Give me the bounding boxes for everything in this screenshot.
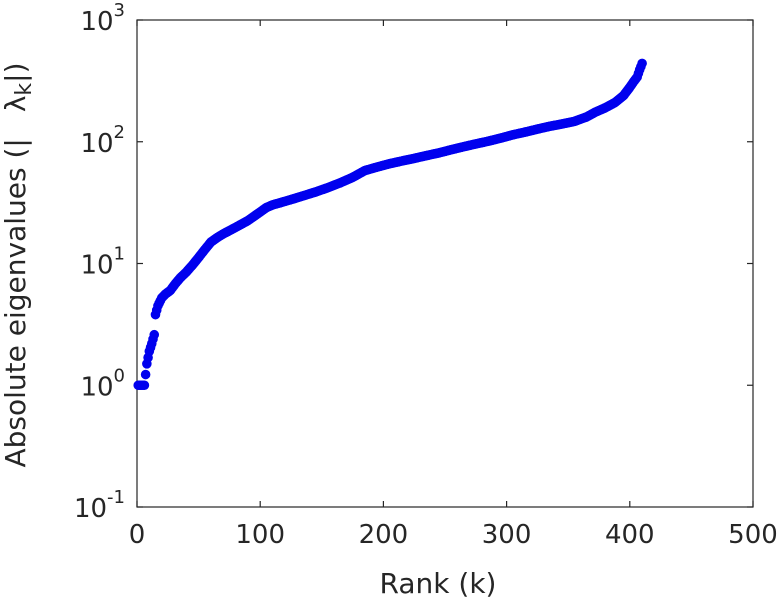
x-tick-label: 300 bbox=[482, 520, 532, 550]
x-tick-label: 100 bbox=[235, 520, 285, 550]
x-tick-label: 500 bbox=[728, 520, 778, 550]
y-tick-label: 100 bbox=[80, 365, 125, 402]
y-tick-base: 10 bbox=[80, 372, 113, 402]
y-tick-exponent: 1 bbox=[114, 244, 125, 265]
y-tick-base: 10 bbox=[80, 7, 113, 37]
y-tick-base: 10 bbox=[80, 251, 113, 281]
y-tick-exponent: 2 bbox=[114, 122, 125, 143]
x-axis-ticks: 0 100 200 300 400 500 bbox=[129, 20, 778, 550]
y-tick-exponent: -1 bbox=[107, 487, 125, 508]
y-tick-label: 103 bbox=[80, 0, 125, 37]
data-point bbox=[637, 58, 647, 69]
y-tick-base: 10 bbox=[80, 129, 113, 159]
y-tick-label: 102 bbox=[80, 122, 125, 159]
data-series bbox=[133, 58, 647, 391]
y-tick-base: 10 bbox=[74, 494, 107, 524]
data-point bbox=[139, 380, 150, 391]
x-tick-label: 0 bbox=[129, 520, 146, 550]
y-tick-exponent: 3 bbox=[114, 0, 125, 21]
y-tick-exponent: 0 bbox=[114, 365, 125, 386]
x-tick-label: 400 bbox=[605, 520, 655, 550]
x-tick-label: 200 bbox=[359, 520, 409, 550]
y-axis-title-subscript: k bbox=[12, 83, 37, 96]
data-point bbox=[149, 329, 160, 340]
y-tick-label: 101 bbox=[80, 244, 125, 281]
y-axis-title-suffix: |) bbox=[0, 62, 32, 82]
y-axis-title-lambda: λ bbox=[0, 96, 32, 113]
y-axis-title-prefix: Absolute eigenvalues (| bbox=[0, 138, 32, 467]
data-point bbox=[140, 369, 151, 380]
x-axis-title: Rank (k) bbox=[380, 567, 497, 600]
plot-area-frame bbox=[136, 19, 754, 508]
y-tick-label: 10-1 bbox=[74, 487, 125, 524]
y-axis-title: Absolute eigenvalues (| λk|) bbox=[0, 62, 37, 467]
